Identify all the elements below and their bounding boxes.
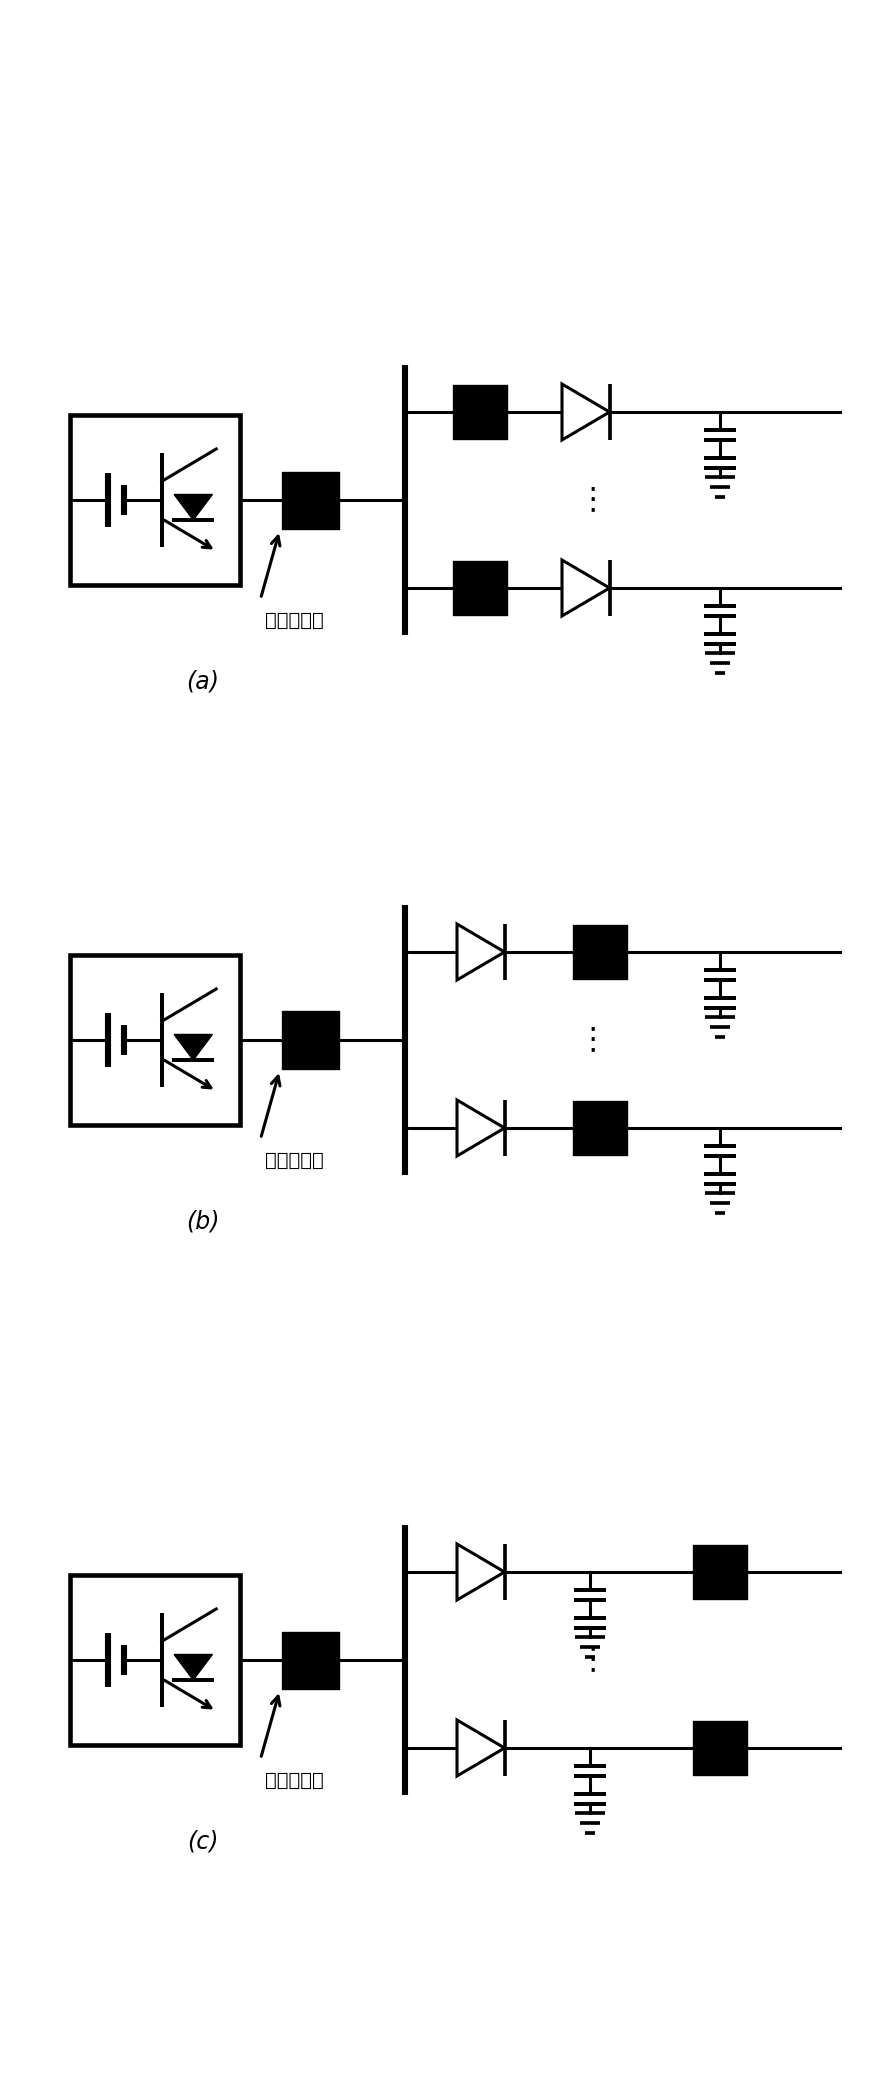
Bar: [282, 472, 337, 528]
Text: ⋮: ⋮: [576, 1645, 607, 1674]
Polygon shape: [174, 1034, 212, 1061]
Text: (b): (b): [186, 1211, 219, 1233]
Bar: [282, 1633, 337, 1687]
Polygon shape: [457, 1720, 504, 1776]
Text: ⋮: ⋮: [576, 1025, 607, 1055]
Polygon shape: [457, 924, 504, 980]
Text: ⋮: ⋮: [576, 485, 607, 514]
Polygon shape: [457, 1100, 504, 1156]
Polygon shape: [561, 385, 609, 441]
Bar: [70, 955, 239, 1125]
Bar: [574, 926, 625, 978]
Bar: [693, 1545, 745, 1597]
Bar: [70, 416, 239, 584]
Polygon shape: [561, 560, 609, 616]
Bar: [693, 1722, 745, 1774]
Bar: [282, 1013, 337, 1067]
Bar: [574, 1102, 625, 1154]
Text: (a): (a): [186, 670, 218, 695]
Polygon shape: [457, 1543, 504, 1600]
Polygon shape: [174, 1654, 212, 1681]
Text: 直流断路器: 直流断路器: [265, 1150, 324, 1169]
Text: (c): (c): [187, 1830, 218, 1853]
Bar: [70, 1575, 239, 1745]
Text: 直流断路器: 直流断路器: [265, 612, 324, 630]
Bar: [453, 562, 505, 614]
Text: 直流断路器: 直流断路器: [265, 1770, 324, 1791]
Polygon shape: [174, 495, 212, 520]
Bar: [453, 387, 505, 439]
